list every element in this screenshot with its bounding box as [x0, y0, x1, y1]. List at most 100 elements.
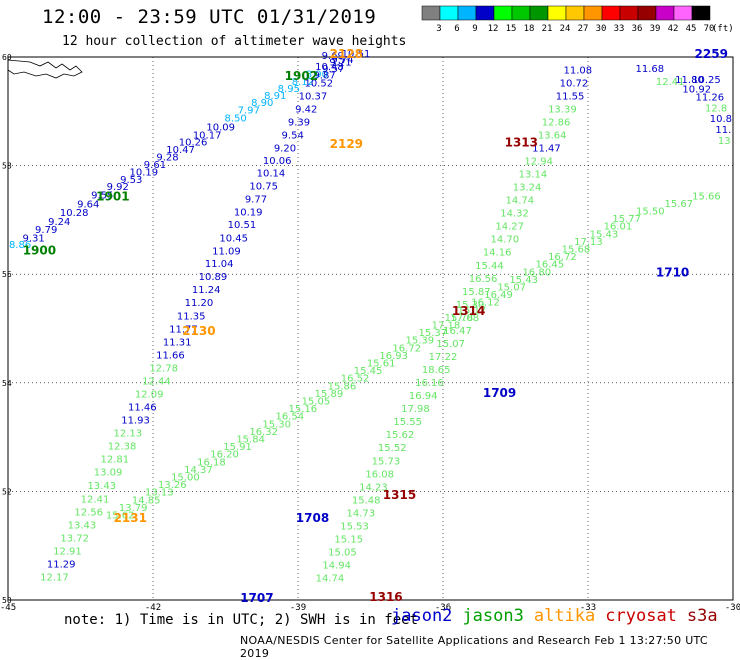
- swh-value-jason3: 15.61: [367, 359, 396, 370]
- swh-value-jason3: 15.07: [497, 282, 526, 293]
- credit-line: NOAA/NESDIS Center for Satellite Applica…: [240, 634, 708, 660]
- swh-value-jason2: 8.50: [225, 114, 247, 125]
- swh-value-jason3: 16.01: [604, 222, 633, 233]
- swh-value-jason2: 9.55: [91, 191, 113, 202]
- swh-value-jason3: 15.77: [612, 214, 641, 225]
- swh-value-jason2: 9.77: [245, 195, 267, 206]
- swh-value-jason2: 10.51: [342, 49, 371, 60]
- swh-value-jason2: 13.43: [87, 481, 116, 492]
- satellite-name: s3a: [686, 606, 718, 626]
- pass-time-label: 1709: [483, 386, 516, 400]
- swh-value-jason2: 9.74: [331, 55, 353, 66]
- swh-value-jason2: 11.29: [47, 559, 76, 570]
- swh-value-jason2: 12.56: [74, 507, 103, 518]
- swh-value-jason2: 11.24: [192, 285, 221, 296]
- swh-value-jason2: 11.77: [169, 324, 198, 335]
- swh-value-jason3: 15.16: [289, 404, 318, 415]
- swh-value-jason2: 11.66: [156, 350, 185, 361]
- swh-value-jason3: 17.08: [450, 313, 479, 324]
- swh-value-jason3: 15.50: [636, 206, 665, 217]
- swh-value-jason2: 11.93: [121, 416, 150, 427]
- pass-time-label: 1710: [656, 265, 689, 279]
- swh-value-jason3: 16.49: [484, 290, 513, 301]
- swh-value-jason3: 15.66: [692, 191, 721, 202]
- pass-time-label: 1316: [369, 590, 402, 604]
- swh-value-jason3: 15.07: [436, 339, 465, 350]
- swh-value-jason2: 9.71: [329, 58, 351, 69]
- swh-value-jason2: 9.92: [107, 182, 129, 193]
- satellite-name: jason3: [462, 606, 524, 626]
- swh-value-jason2: 8.12: [292, 77, 314, 88]
- swh-value-jason3: 10.72: [560, 78, 589, 89]
- swh-value-jason3: 17.98: [401, 404, 430, 415]
- swh-value-jason2: 10.19: [234, 208, 263, 219]
- swh-value-jason3: 12.86: [542, 117, 571, 128]
- swh-value-jason2: 10.06: [263, 156, 292, 167]
- swh-value-jason2: 12.17: [40, 572, 69, 583]
- swh-value-jason2: 8.95: [278, 84, 300, 95]
- swh-value-jason3: 16.45: [535, 260, 564, 271]
- swh-value-jason3: 13.26: [158, 480, 187, 491]
- swh-value-jason3: 14.23: [359, 482, 388, 493]
- swh-value-jason2: 12.44: [142, 376, 171, 387]
- swh-value-jason2: 9.57: [322, 64, 344, 75]
- swh-value-jason2: 13.09: [94, 468, 123, 479]
- swh-value-jason3: 14.27: [495, 222, 524, 233]
- swh-value-jason3: 16.94: [409, 391, 438, 402]
- swh-value-jason2: 10.37: [299, 91, 328, 102]
- swh-value-jason2: 10.09: [206, 122, 235, 133]
- swh-value-jason2: 8.90: [306, 70, 328, 81]
- swh-value-jason2: 9.39: [288, 117, 310, 128]
- swh-value-jason3: 15.44: [475, 261, 504, 272]
- swh-value-jason3: 16.12: [471, 298, 500, 309]
- swh-value-jason3: 16.16: [415, 378, 444, 389]
- swh-value-jason2: 12.41: [81, 494, 110, 505]
- swh-value-jason2: 9.87: [313, 71, 335, 82]
- swh-value-edge: 13: [718, 136, 731, 147]
- lat-tick-label: 58: [2, 162, 12, 171]
- swh-value-jason3: 15.00: [171, 473, 200, 484]
- swh-value-jason3: 16.54: [275, 412, 304, 423]
- swh-value-jason3: 15.62: [106, 511, 135, 522]
- swh-value-jason3: 13.13: [145, 488, 174, 499]
- swh-value-jason2: 9.64: [77, 199, 99, 210]
- pass-time-label: 2131: [114, 511, 147, 525]
- pass-time-label: 1708: [296, 511, 329, 525]
- swh-value-jason3: 15.52: [378, 443, 407, 454]
- swh-value-jason2: 10.89: [199, 272, 228, 283]
- pass-time-label: 1707: [240, 591, 273, 605]
- swh-value-jason2: 10.26: [179, 138, 208, 149]
- pass-time-label: 1900: [23, 244, 56, 258]
- lon-tick-label: -45: [0, 603, 16, 613]
- swh-value-jason3: 13.14: [519, 170, 548, 181]
- swh-value-jason3: 15.37: [419, 328, 448, 339]
- swh-value-jason2: 13.72: [60, 533, 89, 544]
- lat-tick-label: 54: [2, 379, 12, 388]
- pass-time-label: 1313: [505, 136, 538, 150]
- lon-tick-label: -30: [725, 603, 740, 613]
- swh-value-jason3: 15.17: [458, 305, 487, 316]
- swh-value-jason3: 15.67: [665, 199, 694, 210]
- swh-value-jason3: 16.72: [548, 252, 577, 263]
- swh-value-jason3: 15.78: [445, 313, 474, 324]
- pass-time-label: 1315: [383, 488, 416, 502]
- swh-value-jason2: 9.20: [274, 143, 296, 154]
- swh-value-jason2: 10.48: [315, 62, 344, 73]
- swh-value-jason2: 10.75: [249, 181, 278, 192]
- swh-value-jason3: 13.79: [119, 503, 148, 514]
- swh-value-jason2: 12.91: [53, 546, 82, 557]
- swh-value-jason3: 13.24: [513, 183, 542, 194]
- swh-value-jason2: 11.09: [212, 247, 241, 258]
- swh-value-jason3: 17.22: [429, 352, 458, 363]
- swh-value-jason3: 15.15: [334, 534, 363, 545]
- swh-value-jason3: 16.20: [210, 450, 239, 461]
- swh-value-jason2: 11.35: [177, 311, 206, 322]
- swh-value-jason2: 9.53: [120, 175, 142, 186]
- swh-value-edge: 11.68: [636, 64, 665, 75]
- swh-value-jason3: 15.84: [236, 435, 265, 446]
- lat-tick-label: 52: [2, 487, 12, 496]
- swh-value-jason3: 11.55: [556, 91, 585, 102]
- lon-tick-label: -39: [290, 603, 306, 613]
- map-title: 12:00 - 23:59 UTC 01/31/2019: [42, 6, 377, 28]
